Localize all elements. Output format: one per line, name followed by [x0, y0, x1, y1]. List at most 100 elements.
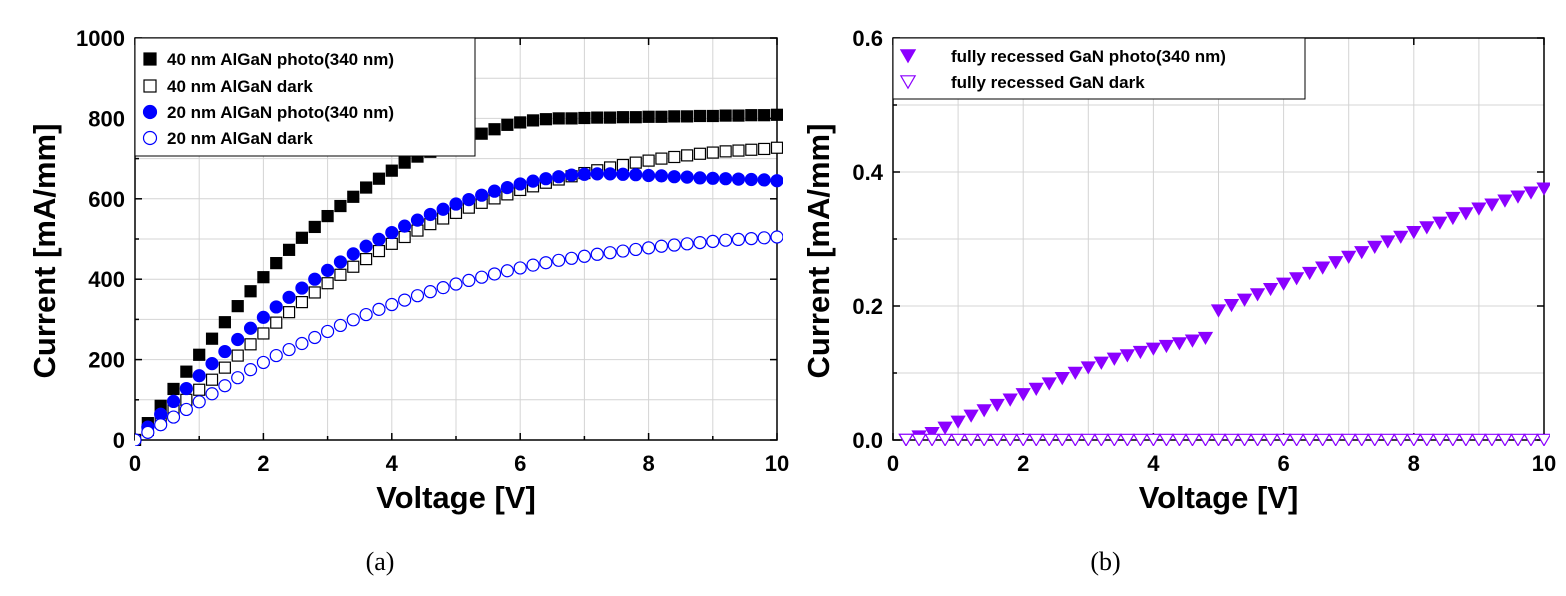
panel-a-series-1-point [244, 285, 257, 298]
panel-b-y-tick-label: 0.0 [852, 428, 883, 453]
panel-b-series-1-point [1367, 240, 1383, 254]
panel-b-series-2-point [937, 433, 953, 446]
panel-a-series-4-point [487, 267, 502, 281]
panel-b-series-1-point [1510, 190, 1526, 204]
panel-b-series-1-point [1171, 337, 1188, 351]
panel-b-series-2-point [1249, 433, 1266, 446]
panel-b-series-1-point [937, 421, 953, 435]
panel-a-series-4-point [577, 249, 592, 263]
panel-b-series-2-point [1432, 433, 1448, 446]
panel-a-series-3-point [770, 174, 783, 188]
panel-a-series-2-point [385, 237, 398, 250]
panel-b-series-1-point [1380, 235, 1396, 249]
panel-a-series-3-point [205, 357, 219, 371]
panel-b-series-1-point [1067, 366, 1083, 380]
panel-b-series-2-point [1510, 433, 1526, 446]
panel-b-series-1-point [1445, 211, 1461, 226]
panel-a-series-4-point [308, 330, 322, 345]
panel-a-series-1-point [719, 109, 732, 122]
panel-b-series-2-point [1171, 433, 1188, 446]
panel-a-y-tick-label: 1000 [76, 26, 125, 51]
panel-a-series-1-point [180, 365, 193, 378]
panel-a-series-3-point [282, 290, 296, 304]
panel-a-series-4-point [385, 297, 399, 312]
panel-a-series-3-point [423, 207, 437, 222]
panel-a-series-4-point [166, 410, 181, 424]
panel-a-series-2-point [668, 150, 681, 164]
panel-b-series-2-point [1341, 433, 1357, 446]
panel-a-series-2-point [321, 277, 334, 290]
panel-a-series-4-point [629, 242, 643, 257]
panel-b-legend: fully recessed GaN photo(340 nm) fully re… [892, 37, 1306, 100]
panel-a-series-2-point [745, 143, 758, 156]
panel-a-series-4-point [372, 302, 386, 316]
panel-a-series-4-point [295, 336, 309, 351]
panel-a-series-3-point [629, 168, 643, 182]
panel-b-series-2-point [1536, 433, 1550, 446]
panel-a-legend-marker-4 [142, 130, 158, 146]
panel-b-series-2-point [1301, 433, 1318, 446]
panel-b-series-2-point [989, 433, 1005, 446]
panel-a-series-1-point [218, 316, 231, 329]
panel-b-y-tick-label: 0.4 [852, 160, 883, 185]
panel-a-series-2-point [732, 144, 745, 157]
panel-b-series-1-point [1080, 361, 1096, 375]
panel-a-series-4-point [500, 264, 514, 278]
panel-b-series-2-point [1236, 433, 1253, 446]
panel-a-x-tick-label: 6 [514, 451, 526, 476]
panel-a-series-2-point [655, 152, 668, 165]
panel-a-legend-label-1: 40 nm AlGaN photo(340 nm) [167, 50, 394, 69]
panel-b-series-1-point [1002, 393, 1018, 407]
panel-b-y-axis-title: Current [mA/mm] [801, 124, 836, 379]
panel-a-series-1-point [668, 110, 681, 123]
panel-b-series-1-point [1236, 293, 1253, 307]
panel-a-series-1-point [385, 164, 398, 177]
panel-a-series-3-point [449, 197, 463, 211]
panel-b-x-tick-label: 4 [1147, 451, 1160, 476]
panel-b-series-2-point [1275, 433, 1292, 446]
panel-a-series-4-point [333, 318, 348, 333]
panel-a-series-1-point [732, 109, 745, 122]
panel-b-series-2-point [1002, 433, 1018, 446]
panel-a-series-3-point [475, 188, 489, 202]
panel-a-legend-box [134, 37, 476, 157]
panel-b-series-1 [898, 182, 1550, 446]
panel-b-series-2-point [898, 433, 914, 446]
panel-a-series-1-point [693, 109, 707, 123]
panel-a-y-tick-label: 800 [88, 106, 125, 131]
panel-a-series-3-point [462, 193, 476, 207]
panel-a-series-4-point [462, 273, 476, 288]
panel-a-series-3-point [398, 219, 412, 233]
panel-a-series-2-point [398, 230, 411, 244]
panel-b-series-1-point [1354, 246, 1370, 260]
panel-a-series-4-point [564, 251, 579, 265]
panel-a-series-1-point [552, 112, 565, 125]
panel-a-series-1-point [758, 109, 771, 122]
panel-a-series-4-point [770, 230, 783, 244]
panel-a-series-1-point [745, 109, 758, 122]
panel-b-series-2-point [1197, 433, 1214, 446]
panel-b-series-2-point [924, 433, 940, 446]
panel-a-series-1-point [282, 243, 296, 256]
panel-a-series-3-point [693, 171, 707, 185]
panel-b-series-1-point [1015, 388, 1031, 402]
panel-b-series-2-point [1458, 433, 1474, 446]
panel-b-series-1-point [1028, 382, 1044, 396]
panel-b-series-2-point [1419, 433, 1435, 446]
panel-b-series-1-point [1536, 182, 1550, 196]
panel-a-series-1-point [578, 111, 591, 125]
panel-b-x-tick-label: 8 [1408, 451, 1420, 476]
panel-a-series-3-point [564, 168, 579, 182]
panel-b-caption: (b) [1090, 547, 1120, 576]
panel-a-series-3-point [166, 394, 181, 409]
panel-a-series-2-point [411, 224, 424, 237]
panel-a-series-3-point [719, 172, 733, 186]
panel-b-series-2-point [1406, 433, 1422, 446]
panel-a-series-2-point [257, 327, 270, 340]
panel-b-x-tick-label: 2 [1017, 451, 1029, 476]
panel-a-series-3-point [513, 177, 527, 191]
panel-a-series-4-point [475, 270, 489, 284]
panel-a-series-3-point [744, 172, 758, 187]
panel-b-series-2-point [1262, 433, 1279, 446]
panel-b-series-2-point [1497, 433, 1513, 446]
